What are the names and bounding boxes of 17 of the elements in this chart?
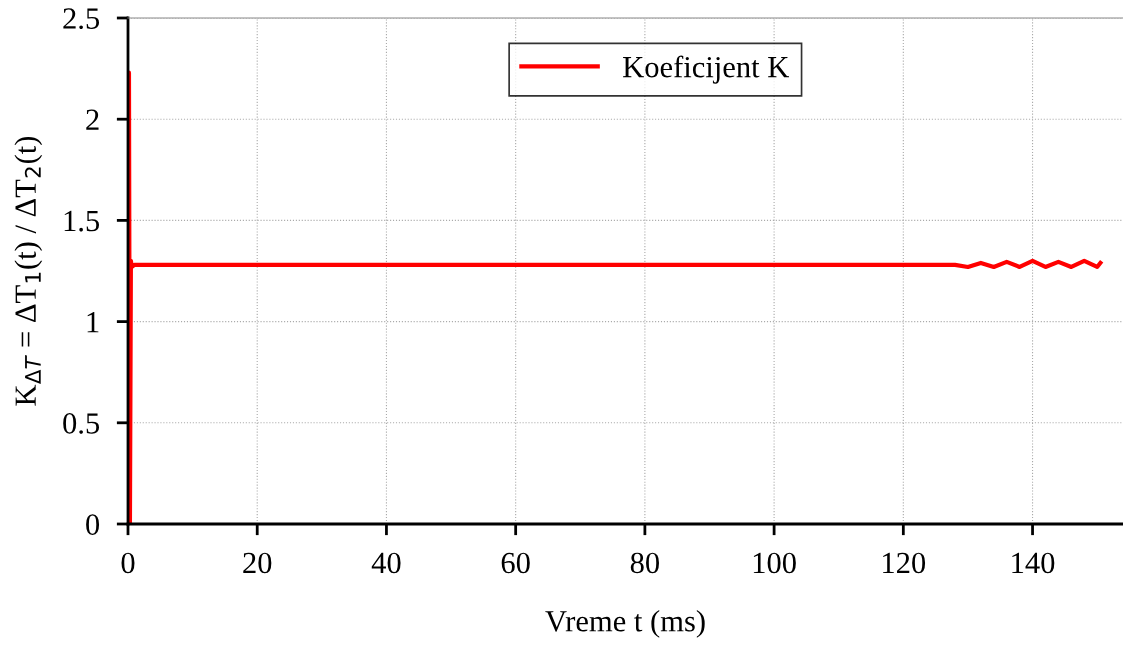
y-axis-title: K$_{ΔT}$ = ΔT$_{1}$(t) / ΔT$_{2}$(t): [14, 136, 43, 406]
y-tick-label: 1: [87, 312, 99, 333]
y-tick-label: 2: [86, 109, 99, 130]
x-tick-label: 40: [371, 552, 401, 574]
x-tick-label: 120: [883, 552, 926, 574]
x-tick-label: 0: [121, 552, 135, 574]
x-tick-label: 100: [753, 552, 796, 574]
legend-label: Koeficijent K: [623, 55, 790, 84]
y-tick-label: 1.5: [64, 210, 100, 232]
x-tick-label: 20: [243, 552, 272, 574]
y-tick-label: 2.5: [63, 8, 100, 30]
y-tick-label: 0: [86, 514, 100, 535]
x-tick-label: 140: [1012, 552, 1055, 574]
x-axis-title: Vreme t (ms): [545, 610, 705, 638]
y-tick-label: 0.5: [63, 413, 100, 434]
x-tick-label: 60: [501, 552, 530, 574]
x-tick-label: 80: [630, 552, 659, 574]
